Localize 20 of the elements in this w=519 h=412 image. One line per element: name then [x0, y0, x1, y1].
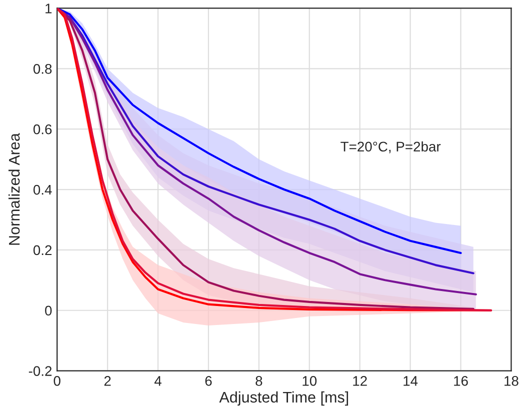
y-axis-title: Normalized Area	[8, 133, 20, 245]
x-tick-label: 16	[454, 376, 468, 386]
x-tick-label: 14	[404, 376, 418, 386]
y-tick-label: 1	[46, 4, 52, 14]
y-tick-label: -0.2	[28, 366, 52, 376]
x-tick-label: 12	[353, 376, 367, 386]
x-tick-label: 2	[104, 376, 111, 386]
y-tick-label: 0	[45, 306, 52, 316]
annotation: T=20°C, P=2bar	[340, 141, 441, 154]
x-tick-label: 0	[54, 376, 60, 386]
x-tick-label: 6	[205, 376, 212, 386]
x-tick-label: 10	[302, 376, 317, 386]
x-tick-label: 18	[504, 376, 518, 386]
y-tick-label: 0.2	[33, 245, 52, 256]
y-tick-label: 0.6	[33, 124, 52, 134]
x-axis-title: Adjusted Time [ms]	[219, 391, 348, 406]
y-tick-label: 0.4	[33, 184, 52, 195]
x-tick-label: 4	[154, 376, 162, 386]
x-tick-label: 8	[256, 376, 262, 386]
y-tick-label: 0.8	[33, 64, 52, 74]
